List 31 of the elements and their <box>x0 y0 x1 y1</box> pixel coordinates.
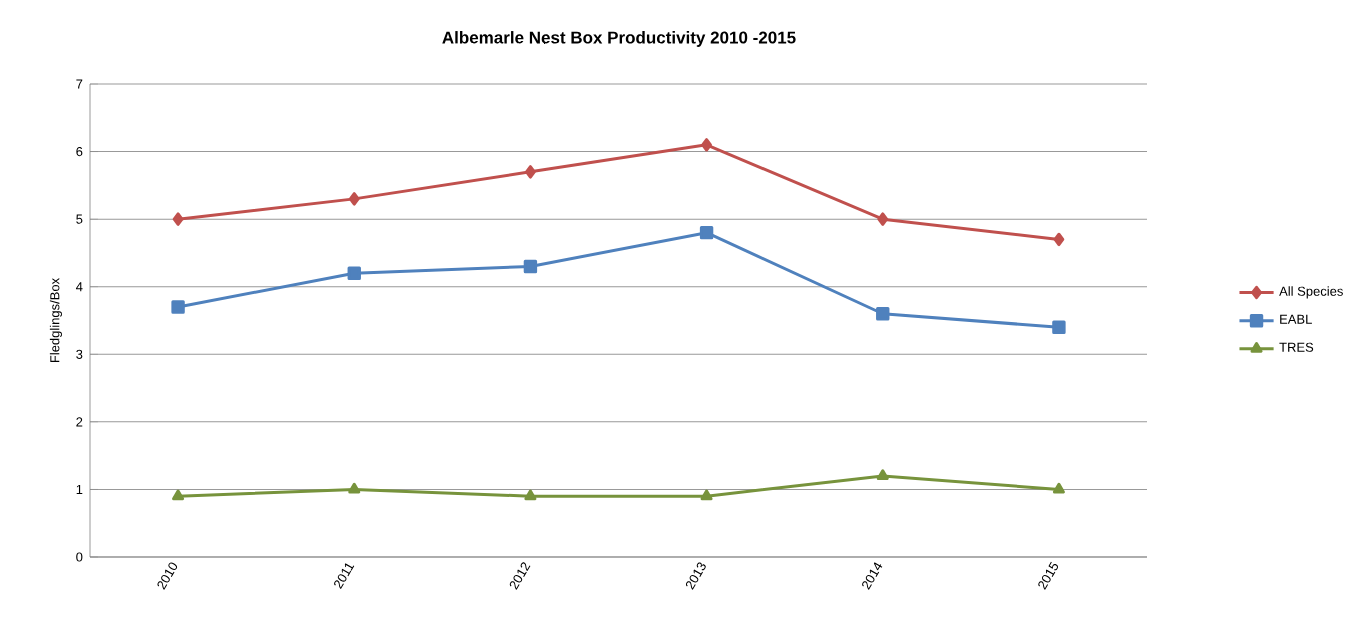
point <box>876 469 889 481</box>
y-tick-label: 3 <box>76 349 83 359</box>
point <box>701 138 712 152</box>
point <box>699 225 714 240</box>
y-tick-label: 2 <box>76 417 83 427</box>
y-axis-title: Fledglings/Box <box>49 278 62 363</box>
point <box>172 212 184 226</box>
point <box>347 266 361 280</box>
y-tick-label: 6 <box>76 147 83 157</box>
y-tick-label: 1 <box>76 484 83 494</box>
legend-label: All Species <box>1279 286 1343 299</box>
point <box>1052 482 1065 494</box>
point <box>348 192 360 206</box>
point <box>877 212 889 226</box>
y-tick-label: 5 <box>76 214 83 224</box>
point <box>1052 320 1066 334</box>
y-tick-label: 4 <box>76 282 83 292</box>
point <box>700 489 713 501</box>
legend-label: TRES <box>1279 342 1314 352</box>
y-tick-label: 0 <box>76 552 83 562</box>
point <box>171 300 185 314</box>
point <box>524 489 537 501</box>
point <box>172 489 185 501</box>
y-tick-label: 7 <box>76 79 83 89</box>
legend-label: EABL <box>1280 314 1312 324</box>
point <box>523 259 538 274</box>
chart-title: Albemarle Nest Box Productivity 2010 -2015 <box>442 31 796 47</box>
point <box>876 307 890 321</box>
point <box>1053 232 1065 247</box>
point <box>525 165 536 179</box>
point <box>348 482 361 494</box>
